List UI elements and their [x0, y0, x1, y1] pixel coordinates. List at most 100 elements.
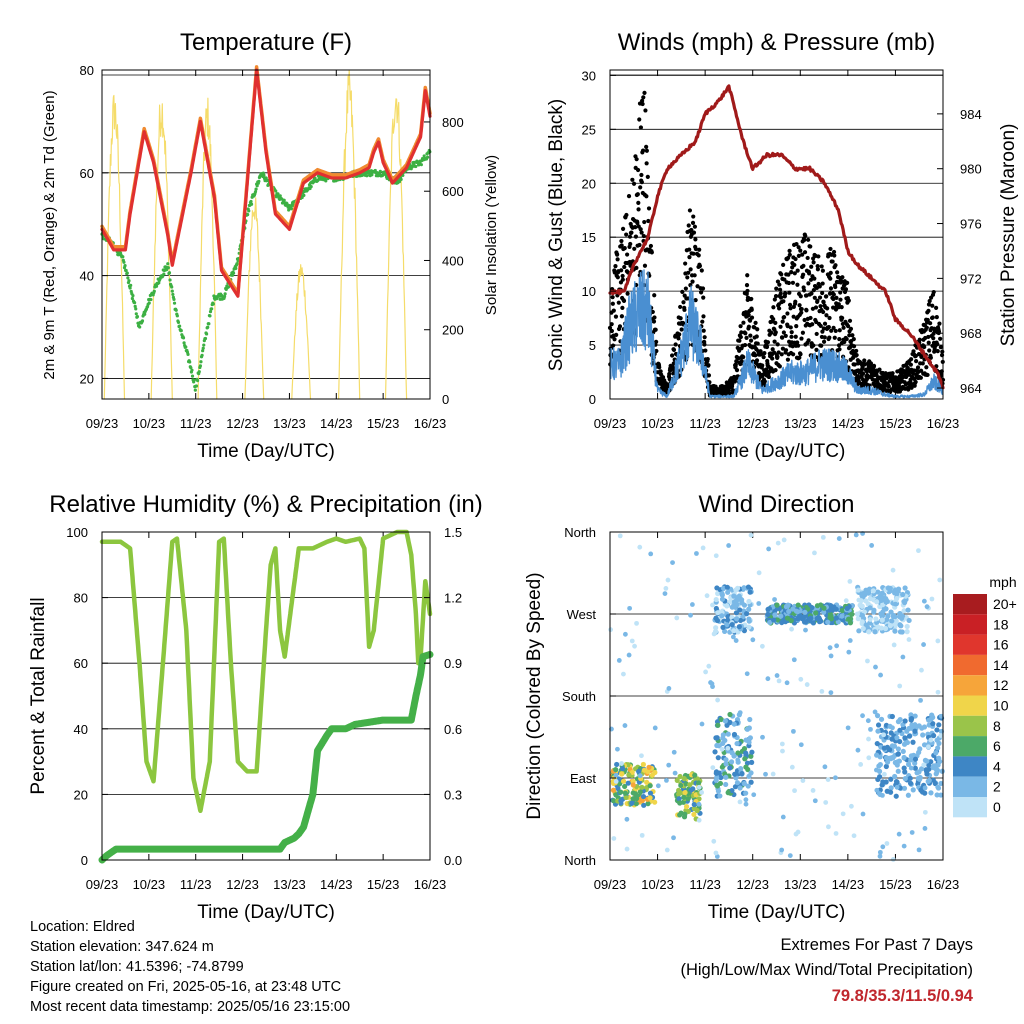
- gust-point: [702, 335, 707, 340]
- gust-point: [815, 264, 820, 269]
- colorbar-label: 8: [993, 718, 1001, 734]
- gust-point: [646, 206, 652, 211]
- direction-point: [833, 831, 839, 836]
- gust-point: [785, 357, 791, 362]
- direction-point: [731, 731, 738, 738]
- direction-point: [624, 846, 630, 852]
- dewpoint-point: [255, 184, 259, 188]
- temp-2m-line: [100, 68, 432, 298]
- gust-point: [777, 306, 782, 311]
- direction-point: [765, 606, 771, 612]
- direction-point: [626, 772, 632, 778]
- direction-point: [634, 620, 639, 626]
- y2-tick-label: 1.5: [444, 525, 462, 540]
- direction-point: [719, 746, 725, 752]
- gust-point: [927, 298, 932, 304]
- direction-point: [736, 594, 742, 600]
- gust-point: [650, 309, 655, 315]
- y-axis-label: 2m & 9m T (Red, Orange) & 2m Td (Green): [41, 90, 58, 379]
- gust-point: [802, 317, 807, 323]
- direction-point: [922, 826, 928, 831]
- dewpoint-point: [184, 345, 188, 349]
- dewpoint-point: [166, 266, 170, 270]
- gust-point: [811, 256, 816, 261]
- gust-point: [829, 328, 834, 333]
- dewpoint-point: [234, 266, 238, 271]
- direction-point: [858, 762, 864, 767]
- x-tick-label: 11/23: [180, 877, 212, 892]
- gust-point: [771, 317, 776, 322]
- dewpoint-point: [122, 260, 126, 264]
- x-tick-label: 13/23: [784, 877, 817, 892]
- direction-point: [894, 784, 900, 790]
- dewpoint-point: [202, 343, 206, 347]
- gust-point: [702, 342, 707, 347]
- gust-point: [845, 280, 850, 285]
- gust-point: [817, 284, 822, 289]
- gust-point: [914, 359, 919, 364]
- direction-point: [847, 578, 853, 584]
- direction-point: [912, 756, 919, 762]
- direction-point: [895, 746, 901, 752]
- direction-point: [882, 625, 889, 632]
- dewpoint-point: [172, 301, 177, 305]
- gust-point: [822, 321, 828, 326]
- gust-point: [825, 306, 830, 311]
- direction-point: [715, 697, 721, 703]
- direction-point: [839, 613, 845, 619]
- gust-point: [818, 304, 823, 309]
- direction-point: [728, 759, 735, 765]
- gust-point: [896, 383, 902, 389]
- direction-point: [744, 726, 751, 732]
- gust-point: [794, 241, 799, 247]
- direction-point: [699, 790, 705, 795]
- gust-point: [772, 339, 777, 344]
- y2-tick-label: 0.6: [444, 722, 462, 737]
- direction-point: [813, 610, 819, 616]
- direction-point: [696, 780, 702, 786]
- gust-point: [811, 260, 816, 265]
- direction-point: [640, 793, 647, 800]
- y2-tick-label: 968: [960, 326, 982, 341]
- gust-point: [617, 324, 623, 329]
- direction-point: [639, 784, 645, 790]
- direction-point: [910, 787, 916, 793]
- direction-point: [853, 532, 859, 538]
- gust-point: [789, 334, 794, 339]
- x-tick-label: 11/23: [689, 416, 721, 431]
- dewpoint-point: [249, 202, 254, 206]
- direction-point: [706, 663, 712, 669]
- gust-point: [796, 245, 801, 250]
- direction-point: [865, 718, 871, 724]
- gust-point: [679, 327, 684, 332]
- direction-point: [623, 794, 629, 801]
- direction-point: [674, 777, 680, 783]
- dewpoint-point: [182, 341, 186, 345]
- colorbar-label: 0: [993, 799, 1001, 815]
- gust-point: [877, 367, 882, 372]
- gust-point: [808, 277, 814, 282]
- colorbar-label: 20+: [993, 596, 1017, 612]
- direction-point: [802, 609, 808, 615]
- gust-point: [773, 320, 778, 325]
- direction-point: [739, 597, 745, 603]
- direction-point: [744, 611, 750, 617]
- gust-point: [678, 316, 683, 321]
- direction-point: [637, 544, 643, 550]
- direction-point: [632, 643, 637, 649]
- direction-point: [895, 751, 901, 757]
- gust-point: [696, 253, 701, 258]
- direction-point: [917, 746, 923, 752]
- direction-point: [664, 778, 669, 783]
- direction-point: [908, 717, 914, 723]
- direction-point: [908, 765, 914, 771]
- y-tick-label: 60: [80, 166, 94, 181]
- direction-point: [901, 785, 908, 791]
- x-tick-label: 11/23: [689, 877, 721, 892]
- dewpoint-point: [200, 353, 204, 357]
- panel-4: Wind Direction Time (Day/UTC) 09/23 10/23 11…: [524, 491, 1017, 923]
- y-tick-label: 20: [80, 371, 94, 386]
- direction-point: [615, 785, 621, 792]
- direction-point: [891, 642, 897, 648]
- dewpoint-point: [397, 179, 402, 184]
